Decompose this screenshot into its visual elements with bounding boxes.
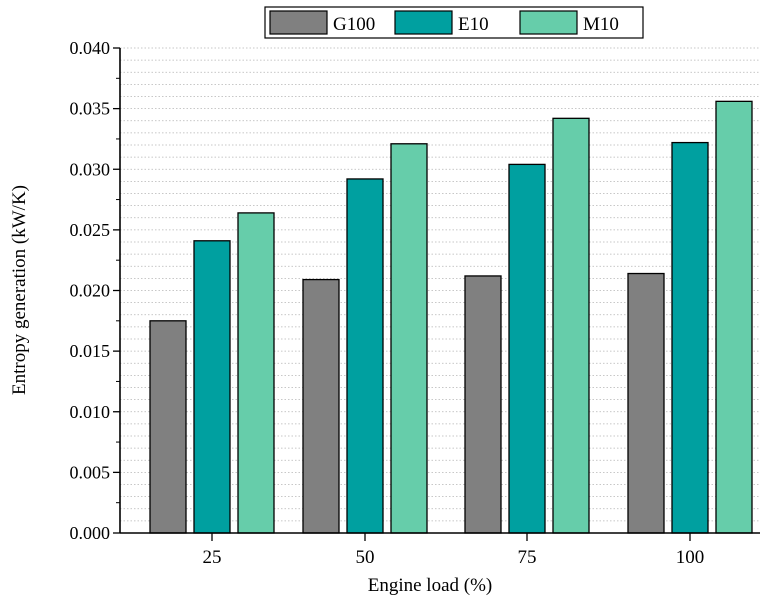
y-tick-label: 0.025 bbox=[70, 220, 111, 240]
y-tick-label: 0.010 bbox=[70, 402, 111, 422]
y-tick-label: 0.005 bbox=[70, 462, 111, 482]
y-tick-label: 0.000 bbox=[70, 523, 111, 543]
x-tick-label: 75 bbox=[518, 547, 537, 568]
y-axis-label: Entropy generation (kW/K) bbox=[9, 185, 30, 395]
y-tick-label: 0.020 bbox=[70, 281, 111, 301]
y-tick-label: 0.015 bbox=[70, 341, 111, 361]
x-axis-label: Engine load (%) bbox=[368, 575, 493, 596]
y-tick-label: 0.035 bbox=[70, 99, 111, 119]
x-tick-label: 100 bbox=[676, 547, 705, 568]
bar-e10-100 bbox=[671, 141, 709, 534]
bar-m10-75 bbox=[552, 117, 590, 534]
legend-swatch-e10 bbox=[394, 10, 453, 35]
bar-e10-75 bbox=[508, 163, 546, 534]
bar-m10-25 bbox=[237, 212, 275, 534]
y-tick-label: 0.030 bbox=[70, 159, 111, 179]
bar-g100-75 bbox=[464, 275, 502, 534]
legend-label-g100: G100 bbox=[333, 14, 375, 35]
bar-g100-100 bbox=[627, 272, 665, 534]
bar-m10-100 bbox=[715, 100, 753, 534]
legend-label-m10: M10 bbox=[583, 14, 619, 35]
x-tick-label: 50 bbox=[356, 547, 375, 568]
tick-labels: 25 50 75 100 0.000 0.005 0.010 0.015 0.020 0.025 0… bbox=[70, 38, 705, 568]
legend: G100 E10 M10 bbox=[264, 6, 644, 39]
bar-g100-25 bbox=[149, 320, 187, 534]
bar-e10-50 bbox=[346, 178, 384, 534]
bar-m10-50 bbox=[390, 143, 428, 534]
legend-box bbox=[264, 6, 644, 39]
y-tick-label: 0.040 bbox=[70, 38, 111, 58]
legend-label-e10: E10 bbox=[458, 14, 489, 35]
bar-e10-25 bbox=[193, 240, 231, 534]
legend-swatch-g100 bbox=[269, 10, 328, 35]
bar-g100-50 bbox=[302, 278, 340, 534]
bars bbox=[149, 100, 753, 534]
x-tick-label: 25 bbox=[203, 547, 222, 568]
legend-swatch-m10 bbox=[519, 10, 578, 35]
axes bbox=[113, 47, 760, 541]
